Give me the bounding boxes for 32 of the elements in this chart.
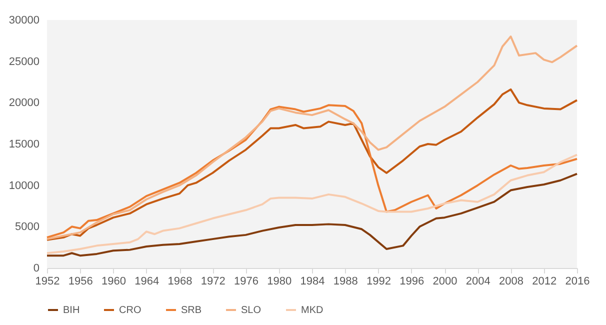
legend-label: BIH <box>63 305 80 316</box>
y-tick-label: 5000 <box>15 221 40 234</box>
legend-label: SLO <box>241 305 262 316</box>
legend-label: MKD <box>301 305 324 316</box>
x-tick-label: 1972 <box>200 276 226 288</box>
x-tick-label: 1968 <box>168 276 192 288</box>
x-tick-label: 1960 <box>102 276 126 288</box>
line-series <box>46 36 578 240</box>
x-tick-label: 1988 <box>333 276 358 288</box>
x-tick-label: 1976 <box>234 276 258 288</box>
x-tick-label: 2012 <box>532 276 557 288</box>
x-tick-label: 2008 <box>499 276 524 288</box>
x-tick-label: 1964 <box>134 276 160 288</box>
legend-label: SRB <box>181 305 202 316</box>
x-tick-label: 2000 <box>432 276 458 288</box>
line-series <box>46 154 578 254</box>
y-tick-label: 30000 <box>8 14 40 26</box>
x-tick-label: 2004 <box>466 276 490 288</box>
legend-label: CRO <box>119 305 142 316</box>
x-tick-label: 1984 <box>300 276 325 288</box>
line-series <box>46 172 578 257</box>
y-tick-label: 15000 <box>8 138 40 150</box>
x-tick-label: 1980 <box>267 276 292 288</box>
x-tick-label: 1992 <box>366 276 391 288</box>
y-tick-label: 10000 <box>8 180 40 192</box>
x-tick-label: 1952 <box>35 276 60 288</box>
y-tick-label: 25000 <box>8 56 40 68</box>
x-tick-label: 1956 <box>68 276 93 288</box>
x-tick-label: 2016 <box>565 276 590 288</box>
x-tick-label: 1996 <box>400 276 424 288</box>
y-tick-label: 20000 <box>8 97 40 110</box>
y-tick-label: 0 <box>33 262 40 274</box>
